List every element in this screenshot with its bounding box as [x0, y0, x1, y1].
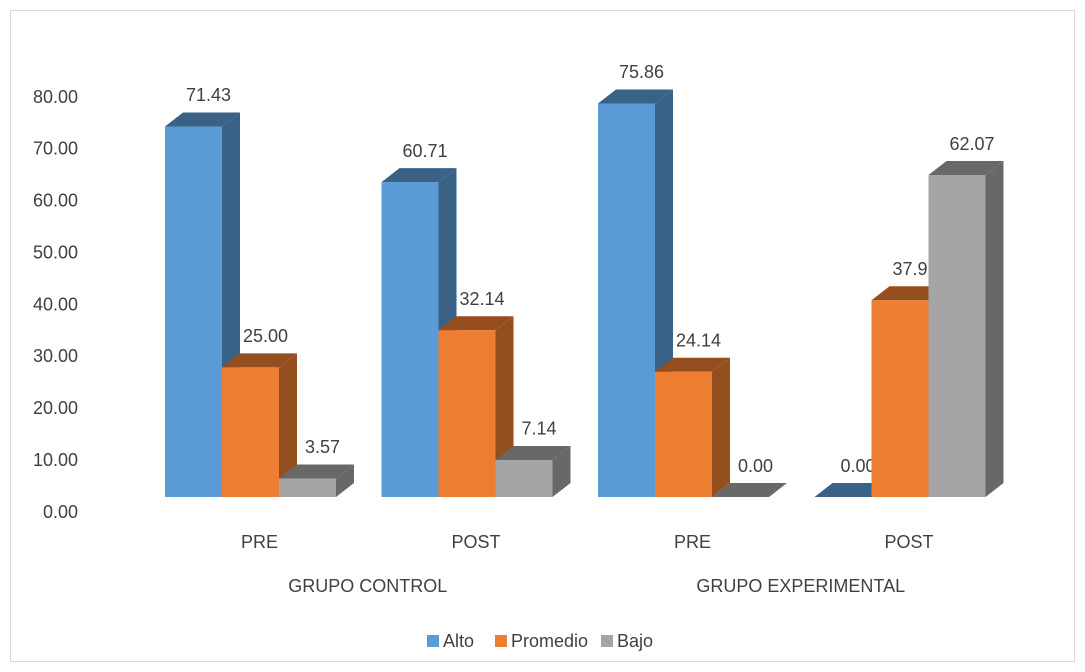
legend-label: Promedio	[511, 631, 588, 651]
legend-swatch	[427, 635, 439, 647]
bar	[438, 316, 514, 497]
bar-side	[712, 357, 730, 497]
legend-label: Bajo	[617, 631, 653, 651]
bar-side	[985, 161, 1004, 497]
bar-top	[712, 483, 787, 497]
bar-front	[871, 300, 929, 497]
x-tick-label: POST	[884, 532, 933, 552]
bar-front	[655, 371, 712, 497]
x-tick-label: PRE	[674, 532, 711, 552]
bar-front	[381, 182, 439, 497]
y-tick-label: 0.00	[43, 502, 78, 522]
bar-top	[381, 168, 457, 183]
bar	[928, 161, 1004, 497]
data-label: 7.14	[521, 419, 556, 439]
legend-swatch	[495, 635, 507, 647]
group-label: GRUPO CONTROL	[288, 576, 447, 596]
data-label: 24.14	[676, 331, 721, 351]
bar-top	[222, 353, 297, 368]
y-tick-label: 70.00	[33, 139, 78, 159]
data-label: 60.71	[402, 141, 447, 161]
bar	[279, 464, 354, 497]
data-label: 32.14	[459, 289, 504, 309]
bar	[712, 483, 787, 497]
data-label: 37.93	[892, 259, 937, 279]
y-tick-label: 10.00	[33, 450, 78, 470]
y-tick-label: 20.00	[33, 398, 78, 418]
bar-front	[598, 103, 655, 497]
bar	[495, 445, 571, 497]
y-tick-label: 30.00	[33, 346, 78, 366]
bar-side	[336, 464, 354, 497]
x-tick-label: POST	[451, 532, 500, 552]
bar-top	[495, 445, 571, 460]
bar-front	[279, 478, 336, 497]
data-label: 71.43	[186, 85, 231, 105]
bar-top	[165, 112, 240, 127]
bar-top	[279, 464, 354, 479]
data-label: 75.86	[619, 62, 664, 82]
bar-top	[655, 357, 730, 372]
bar-front	[438, 330, 496, 497]
bar-top	[598, 89, 673, 104]
data-label: 62.07	[949, 134, 994, 154]
bar	[814, 483, 890, 497]
y-tick-label: 40.00	[33, 294, 78, 314]
legend-swatch	[601, 635, 613, 647]
y-tick-label: 80.00	[33, 87, 78, 107]
y-tick-label: 50.00	[33, 242, 78, 262]
legend-label: Alto	[443, 631, 474, 651]
data-label: 3.57	[305, 437, 340, 457]
bar-top	[928, 161, 1004, 176]
bar-side	[552, 445, 571, 497]
group-label: GRUPO EXPERIMENTAL	[696, 576, 905, 596]
bar-front	[928, 175, 986, 497]
x-tick-label: PRE	[241, 532, 278, 552]
bar-side	[279, 353, 297, 497]
y-tick-label: 60.00	[33, 191, 78, 211]
bar-front	[165, 126, 222, 497]
bar	[222, 353, 297, 497]
bar	[655, 357, 730, 497]
data-label: 25.00	[243, 326, 288, 346]
bar-top	[438, 316, 514, 331]
bar-top	[871, 286, 947, 301]
data-label: 0.00	[738, 456, 773, 476]
bar-front	[495, 459, 553, 497]
data-label: 0.00	[840, 456, 875, 476]
bar-top	[814, 483, 890, 497]
bar-front	[222, 367, 279, 497]
